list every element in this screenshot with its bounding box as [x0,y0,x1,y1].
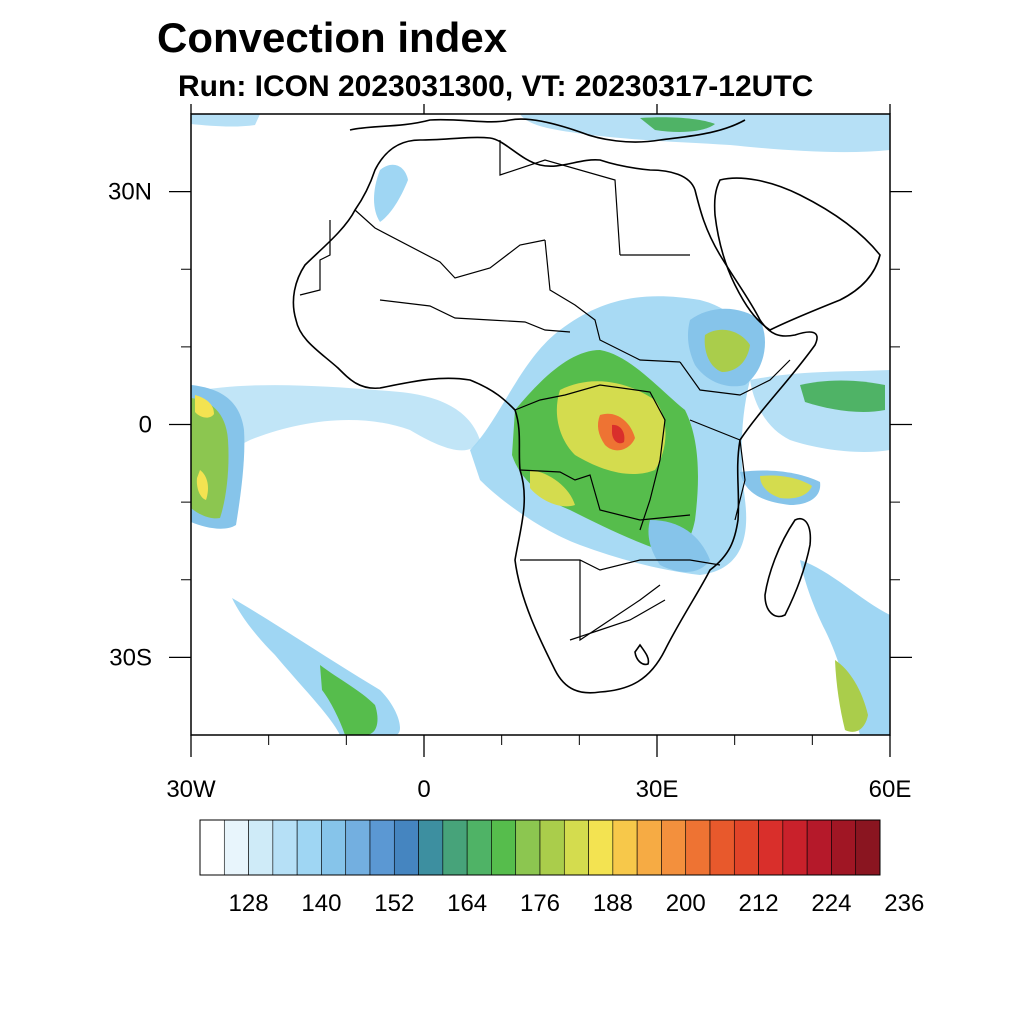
border-congo [514,384,666,531]
border-botswana [579,560,661,642]
colorbar-box [345,819,371,876]
colorbar-label: 140 [301,890,341,917]
colorbar-frame [199,819,881,876]
country-borders [299,140,791,642]
border-sudan [544,239,681,363]
map-subtitle: Run: ICON 2023031300, VT: 20230317-12UTC [178,70,814,103]
y-tick-label: 30N [108,179,152,206]
border-algeria-mali [354,209,546,279]
colorbar-label: 164 [447,890,487,917]
west-band [191,114,260,127]
colorbar-box [369,819,395,876]
colorbar-box [248,819,274,876]
colorbar-box [806,819,832,876]
brazil-convection-hot [195,395,214,500]
colorbar-box [685,819,711,876]
border-west [299,220,331,296]
colorbar-box [491,819,517,876]
madagascar-core [760,475,812,499]
central-africa-yellow [530,381,666,507]
colorbar-box [223,819,249,876]
border-libya-egypt [499,140,621,256]
border-angola [519,469,691,521]
x-tick-label: 0 [417,776,430,803]
colorbar-box [563,819,589,876]
colorbar-box [296,819,322,876]
colorbar-label: 128 [229,890,269,917]
colorbar-box [709,819,735,876]
morocco-band [374,164,408,222]
colorbar-box [855,819,881,876]
colorbar-box [418,819,444,876]
colorbar-label: 212 [739,890,779,917]
colorbar-box [199,819,225,876]
map-ticks: 30W 0 30E 60E 30N 0 30S [108,104,912,803]
colorbar-label: 224 [811,890,851,917]
y-tick-label: 0 [139,412,152,439]
colorbar-box [321,819,347,876]
colorbar: 128 140 152 164 176 188 200 212 224 236 [199,819,924,917]
ethiopia-core [704,329,750,372]
madagascar-island [764,518,812,618]
colorbar-box [272,819,298,876]
colorbar-label: 200 [666,890,706,917]
colorbar-label: 152 [374,890,414,917]
coastlines [292,118,881,694]
colorbar-box [393,819,419,876]
colorbar-label: 188 [593,890,633,917]
colorbar-label: 236 [884,890,924,917]
border-sahel [379,299,571,333]
colorbar-box [758,819,784,876]
indian-ocean-core [800,380,885,413]
atlantic-equatorial-band [191,385,480,470]
border-namibia [520,559,721,571]
mediterranean-core [640,117,715,132]
border-south-africa [569,599,666,641]
gulf-islands [634,643,650,666]
colorbar-box [588,819,614,876]
x-tick-label: 60E [869,776,912,803]
colorbar-box [782,819,808,876]
colorbar-box [515,819,541,876]
south-atlantic-core [320,665,378,735]
colorbar-box [661,819,687,876]
border-kenya-tanzania [689,419,746,521]
colorbar-box [442,819,468,876]
southeast-band [800,560,890,735]
colorbar-box [733,819,759,876]
border-ethiopia [679,359,791,396]
europe-coast [349,118,746,143]
convection-field [191,114,890,735]
x-tick-label: 30E [636,776,679,803]
map-title: Convection index [157,14,508,61]
colorbar-box [539,819,565,876]
colorbar-box [466,819,492,876]
colorbar-label: 176 [520,890,560,917]
colorbar-box [831,819,857,876]
colorbar-box [636,819,662,876]
colorbar-box [612,819,638,876]
southeast-core [835,660,868,732]
central-africa-max [612,424,625,444]
y-tick-label: 30S [109,644,152,671]
mozambique-band [648,520,710,572]
africa-coastline [292,136,818,694]
x-tick-label: 30W [166,776,216,803]
arabian-peninsula [713,177,881,331]
